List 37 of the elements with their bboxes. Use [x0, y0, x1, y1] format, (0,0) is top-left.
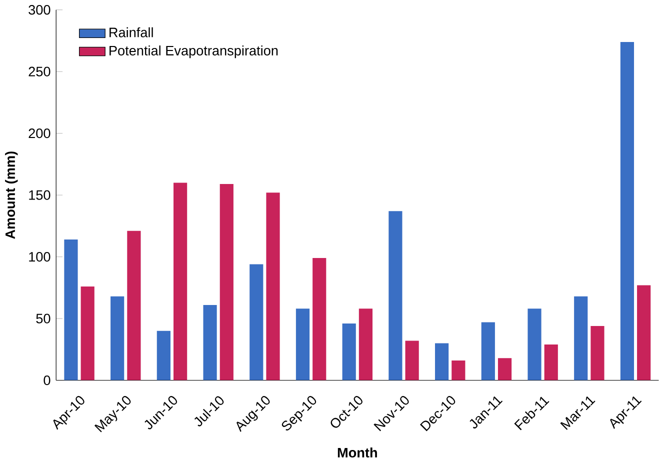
bar: [620, 42, 634, 381]
bar: [435, 343, 449, 381]
y-tick-label: 300: [28, 5, 50, 15]
bar: [498, 358, 512, 381]
y-tick-label: 0: [44, 376, 50, 386]
bar: [405, 341, 419, 381]
bar: [266, 192, 280, 381]
legend-label: Potential Evapotranspiration: [110, 46, 278, 58]
bar: [481, 322, 495, 381]
bar: [64, 240, 78, 381]
bar: [358, 308, 373, 381]
bar: [127, 231, 141, 381]
bar: [544, 344, 558, 381]
y-tick-label: 250: [28, 66, 50, 77]
bar: [590, 326, 604, 381]
bar: [250, 264, 264, 381]
bar: [296, 308, 310, 381]
bar: [574, 296, 588, 381]
bar: [388, 211, 402, 381]
bar: [80, 286, 94, 381]
bar: [156, 331, 170, 381]
bar: [452, 360, 466, 381]
bar: [110, 296, 124, 381]
bar: [203, 305, 217, 381]
bar: [312, 258, 326, 381]
bar: [174, 182, 188, 381]
y-tick-label: 150: [29, 190, 50, 200]
y-tick-label: 100: [29, 252, 50, 262]
legend-label: Rainfall: [110, 28, 153, 38]
bar: [342, 324, 356, 381]
y-axis-title: Amount (mm): [5, 152, 18, 240]
y-tick-label: 50: [36, 314, 50, 324]
bar: [220, 184, 234, 381]
x-axis-title: Month: [338, 448, 377, 458]
bar: [637, 285, 651, 381]
y-tick-label: 200: [28, 128, 50, 138]
bar: [528, 308, 542, 381]
